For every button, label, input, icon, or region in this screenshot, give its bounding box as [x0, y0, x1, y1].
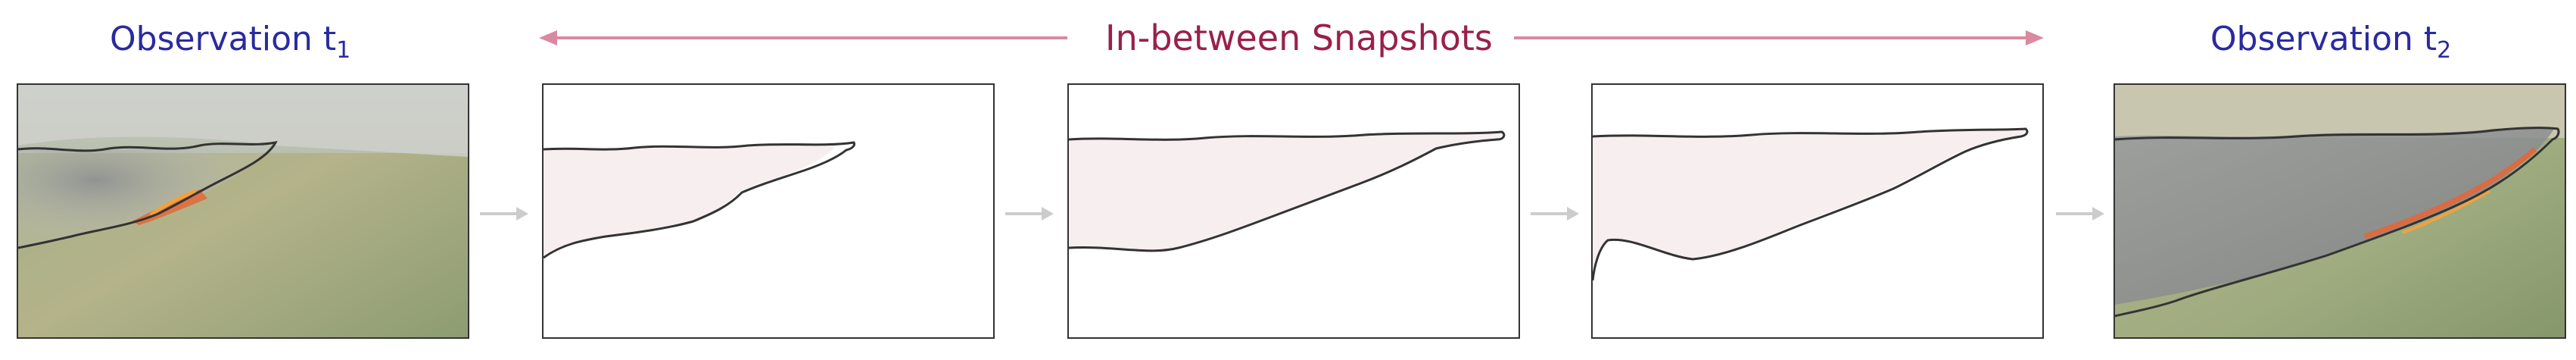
snapshot-2 — [1067, 83, 1520, 339]
observation-t2-subscript: 2 — [2437, 36, 2452, 64]
observation-t1-photo — [17, 83, 469, 339]
snapshot-3 — [1591, 83, 2044, 339]
snapshots-range-arrow — [539, 30, 2044, 45]
observation-t1-label: Observation t — [110, 20, 337, 58]
observation-t2-label: Observation t — [2210, 20, 2437, 58]
snapshot-1 — [542, 83, 995, 339]
observation-t2-photo — [2113, 83, 2566, 339]
flow-arrow-4 — [2056, 207, 2104, 221]
flow-arrow-3 — [1531, 207, 1579, 221]
snapshots-title: In-between Snapshots — [1105, 17, 1493, 58]
flow-arrow-1 — [480, 207, 528, 221]
observation-t2-title: Observation t2 — [2210, 23, 2451, 62]
flow-arrow-2 — [1005, 207, 1054, 221]
observation-t1-title: Observation t1 — [110, 23, 350, 62]
observation-t1-subscript: 1 — [336, 36, 351, 64]
